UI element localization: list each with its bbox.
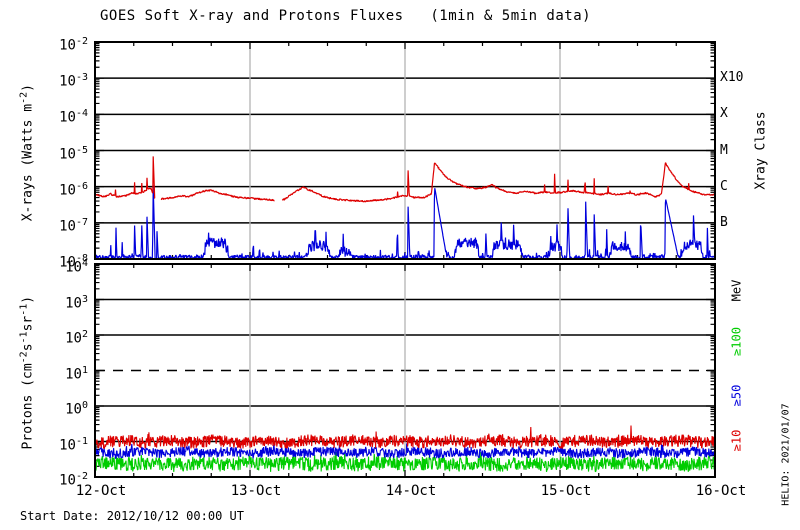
xray-class-label-X: X <box>720 106 728 122</box>
y-tick-label: 104 <box>65 258 88 276</box>
xray-class-label-M: M <box>720 142 728 158</box>
protons-axis-label: Protons (cm-2s-1sr-1) <box>18 295 36 449</box>
y-tick-label: 10-6 <box>59 180 88 199</box>
panel-frame <box>94 41 716 260</box>
x-tick-label-13-Oct: 13-Oct <box>230 483 282 499</box>
series-protons-ge50MeV <box>95 443 715 459</box>
y-tick-label: 10-7 <box>59 216 88 235</box>
chart-title: GOES Soft X-ray and Protons Fluxes (1min… <box>100 8 592 24</box>
proton-energy-label-3: ≥10 <box>729 429 744 452</box>
x-tick-label-16-Oct: 16-Oct <box>695 483 747 499</box>
panel-frame <box>94 263 716 478</box>
x-tick-label-15-Oct: 15-Oct <box>540 483 592 499</box>
series-xray-long-1-8A <box>95 156 715 203</box>
y-tick-label: 10-4 <box>59 108 88 126</box>
xray-class-label-B: B <box>720 214 728 230</box>
y-tick-label: 100 <box>65 400 88 418</box>
xray-class-label-X10: X10 <box>720 70 744 86</box>
y-tick-label: 10-5 <box>59 144 88 163</box>
y-tick-label: 101 <box>65 364 88 383</box>
series-protons-ge10MeV <box>95 425 715 449</box>
x-tick-label-14-Oct: 14-Oct <box>385 483 437 499</box>
series-protons-ge100MeV <box>95 452 715 473</box>
y-tick-label: 10-8 <box>59 253 88 271</box>
x-tick-label-12-Oct: 12-Oct <box>75 483 127 499</box>
y-tick-label: 10-1 <box>59 435 88 454</box>
xray-class-label-C: C <box>720 178 728 194</box>
xray-class-axis-label: Xray Class <box>753 110 769 190</box>
helio-watermark: HELIO: 2021/01/07 <box>780 403 792 506</box>
start-date-label: Start Date: 2012/10/12 00:00 UT <box>20 509 244 523</box>
y-tick-label: 10-2 <box>59 471 88 489</box>
y-tick-label: 10-2 <box>59 36 88 54</box>
y-tick-label: 10-3 <box>59 72 88 90</box>
y-tick-label: 102 <box>65 329 88 347</box>
y-tick-label: 103 <box>65 293 88 312</box>
